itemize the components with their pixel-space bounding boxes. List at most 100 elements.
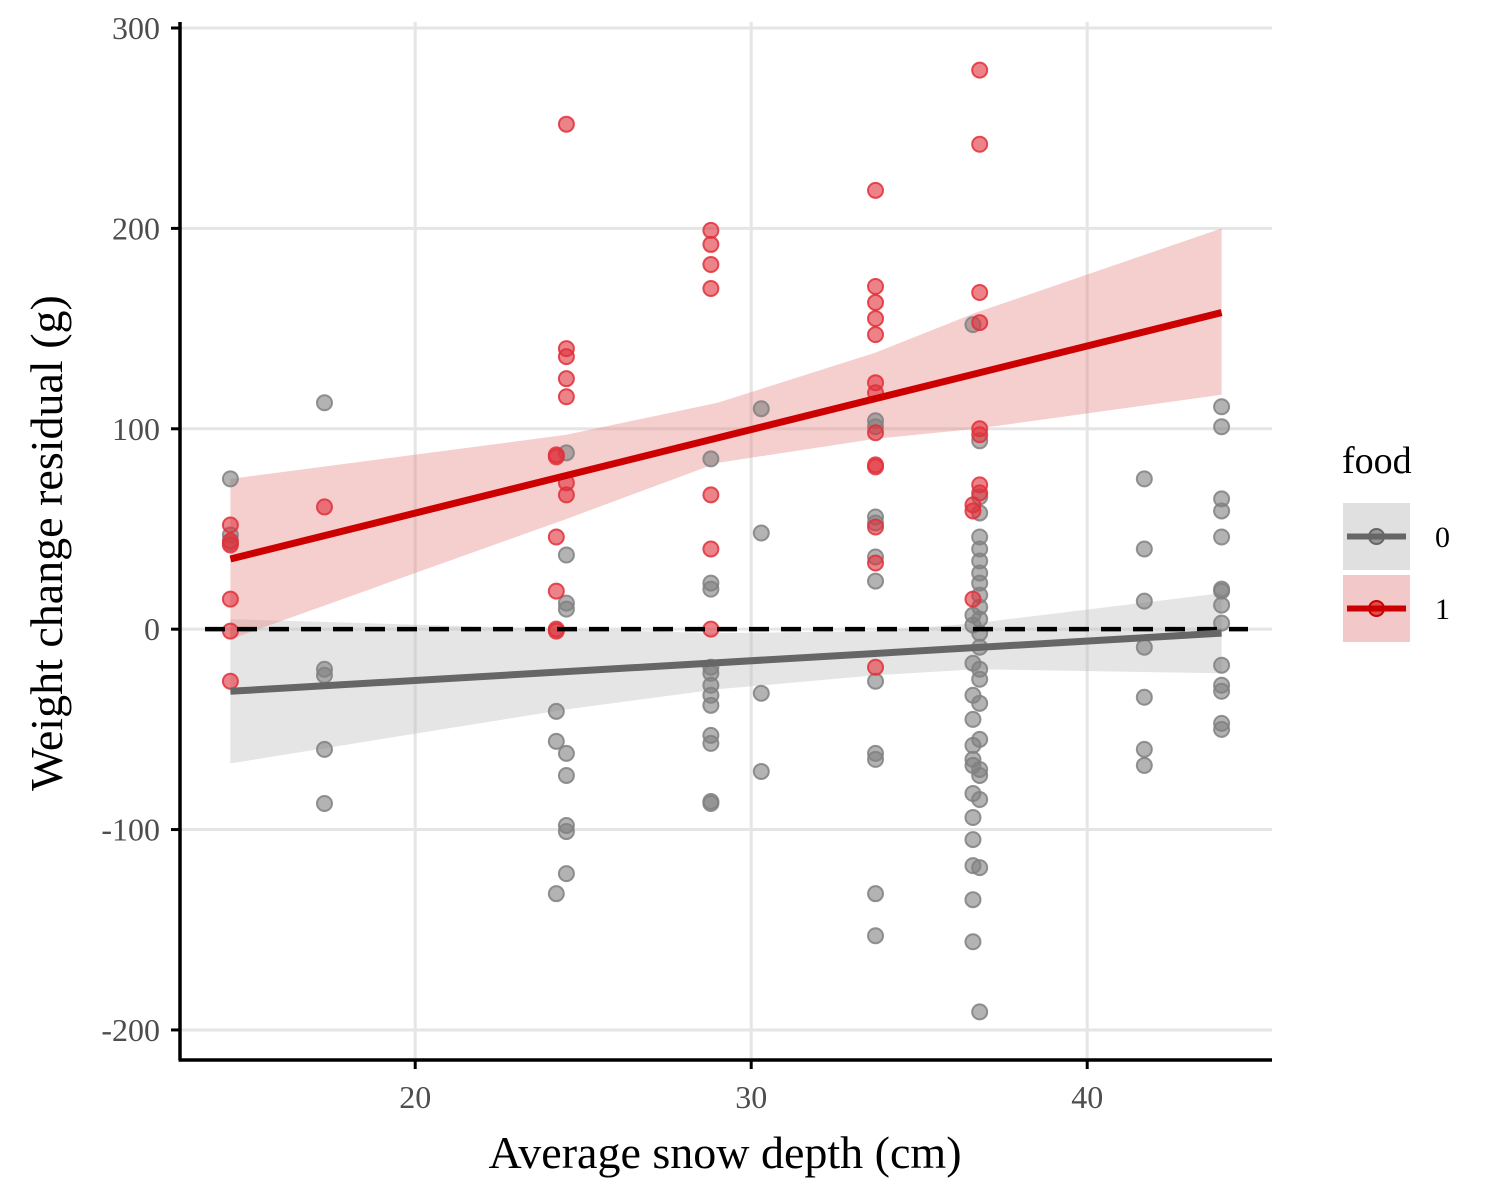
data-point-food-0 [964,891,982,909]
data-point-food-0 [867,750,885,768]
x-tick-label: 20 [399,1079,431,1115]
data-point-food-0 [557,600,575,618]
data-point-food-1 [702,280,720,298]
data-point-food-0 [964,831,982,849]
data-point-food-1 [867,554,885,572]
data-point-food-0 [752,524,770,542]
y-tick-label: 0 [144,611,160,647]
data-point-food-1 [702,221,720,239]
data-point-food-1 [702,255,720,273]
data-point-food-0 [557,823,575,841]
legend-label: 1 [1435,593,1450,626]
data-point-food-0 [964,933,982,951]
data-point-food-1 [557,486,575,504]
data-point-food-0 [557,744,575,762]
y-tick-label: 200 [112,210,160,246]
data-point-food-0 [702,734,720,752]
legend: food 0 1 [1342,440,1450,642]
x-tick-label: 30 [735,1079,767,1115]
data-point-food-0 [1135,756,1153,774]
data-point-food-1 [315,498,333,516]
data-point-food-0 [547,702,565,720]
data-point-food-1 [557,370,575,388]
data-point-food-1 [971,426,989,444]
data-point-food-0 [1213,682,1231,700]
data-point-food-0 [1213,596,1231,614]
data-point-food-0 [971,1003,989,1021]
y-tick-label: 300 [112,10,160,46]
data-point-food-0 [1135,688,1153,706]
grid-lines [180,22,1272,1060]
data-point-food-0 [1213,398,1231,416]
data-point-food-1 [867,278,885,296]
trend-line-food-0 [230,629,1222,695]
data-point-food-0 [547,732,565,750]
x-tick-label: 40 [1071,1079,1103,1115]
data-point-food-0 [752,684,770,702]
data-point-food-0 [1213,720,1231,738]
data-point-food-0 [971,790,989,808]
data-point-food-0 [964,710,982,728]
x-axis-title: Average snow depth (cm) [488,1127,961,1178]
data-point-food-1 [867,181,885,199]
legend-label: 0 [1435,521,1450,554]
legend-key-point [1368,600,1385,617]
data-point-food-0 [867,885,885,903]
data-point-food-0 [557,546,575,564]
data-point-food-0 [557,865,575,883]
data-point-food-0 [1213,614,1231,632]
data-point-food-0 [971,694,989,712]
data-point-food-0 [1213,418,1231,436]
data-point-food-1 [702,540,720,558]
data-point-food-0 [1135,592,1153,610]
tick-labels: -200 -100 0 100 200 300 20 30 40 [101,10,1103,1115]
data-point-food-1 [221,516,239,534]
data-point-food-0 [867,572,885,590]
data-point-food-0 [1213,528,1231,546]
data-point-food-1 [702,620,720,638]
data-point-food-1 [971,314,989,332]
data-point-food-0 [1213,582,1231,600]
data-point-food-0 [867,672,885,690]
data-point-food-0 [702,795,720,813]
data-point-food-0 [1213,502,1231,520]
data-point-food-1 [557,115,575,133]
data-point-food-0 [971,766,989,784]
data-point-food-0 [702,450,720,468]
data-point-food-1 [867,424,885,442]
data-point-food-1 [867,658,885,676]
data-point-food-1 [971,61,989,79]
data-point-food-1 [867,294,885,312]
data-point-food-1 [221,622,239,640]
data-point-food-0 [221,470,239,488]
legend-title: food [1342,440,1412,482]
axes [171,22,1272,1069]
data-point-food-1 [221,590,239,608]
data-point-food-0 [752,400,770,418]
y-tick-label: 100 [112,411,160,447]
data-point-food-1 [867,458,885,476]
data-point-food-0 [547,885,565,903]
data-point-food-1 [547,448,565,466]
data-point-food-0 [557,766,575,784]
data-point-food-1 [971,284,989,302]
data-point-food-1 [971,484,989,502]
data-points [221,61,1231,1021]
data-point-food-0 [702,696,720,714]
data-point-food-0 [971,610,989,628]
data-point-food-0 [971,859,989,877]
data-point-food-0 [1135,540,1153,558]
data-point-food-0 [1213,656,1231,674]
legend-key-point [1368,528,1385,545]
data-point-food-1 [702,235,720,253]
data-point-food-0 [971,730,989,748]
data-point-food-1 [702,486,720,504]
data-point-food-0 [1135,470,1153,488]
data-point-food-0 [315,666,333,684]
data-point-food-1 [964,590,982,608]
confidence-band-0 [230,593,1222,764]
data-point-food-0 [315,394,333,412]
data-point-food-0 [315,740,333,758]
data-point-food-1 [964,502,982,520]
